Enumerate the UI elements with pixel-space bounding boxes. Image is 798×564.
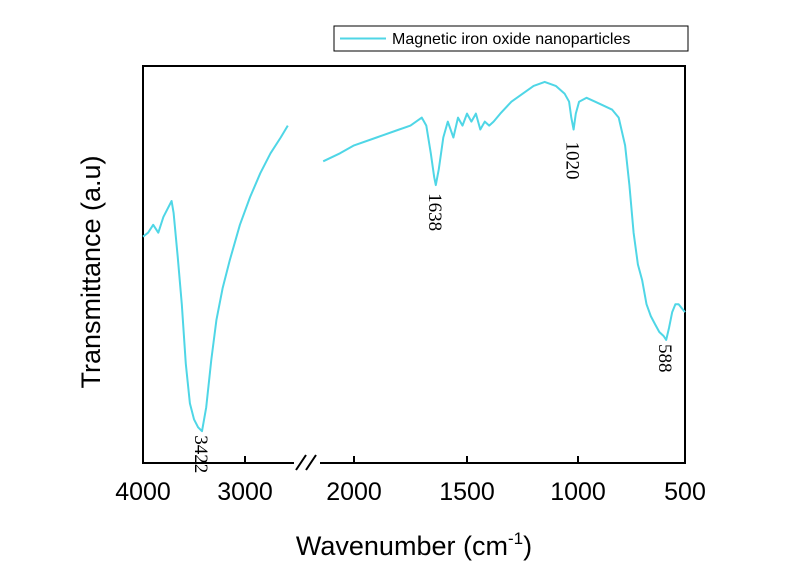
y-axis-title: Transmittance (a.u) [76, 155, 106, 388]
peak-annotation: 3422 [190, 435, 211, 473]
legend-label: Magnetic iron oxide nanoparticles [392, 31, 630, 48]
peak-annotation: 1020 [562, 141, 583, 179]
x-tick-label: 500 [664, 478, 706, 506]
axis-break-mark [294, 454, 320, 471]
x-tick-label: 1500 [439, 478, 495, 506]
x-tick-layer: 4000 3000 2000 1500 1000 500 [115, 456, 706, 506]
legend-box [333, 25, 689, 52]
series-line-segment-2 [322, 80, 686, 341]
x-axis-title: Wavenumber (cm-1) [296, 529, 532, 561]
x-tick-label: 1000 [550, 478, 606, 506]
x-tick-label: 2000 [326, 478, 382, 506]
annotation-layer: 3422 1638 1020 588 [190, 141, 675, 473]
series-line-segment-1 [142, 125, 289, 433]
x-tick-label: 4000 [115, 478, 171, 506]
x-tick-label: 3000 [217, 478, 273, 506]
peak-annotation: 1638 [424, 193, 445, 231]
peak-annotation: 588 [654, 344, 675, 373]
legend: Magnetic iron oxide nanoparticles [333, 25, 689, 52]
plot-frame [142, 65, 686, 464]
axis-break-slash-1 [295, 454, 307, 471]
series-layer [142, 80, 686, 433]
axis-break-slash-2 [305, 454, 317, 471]
